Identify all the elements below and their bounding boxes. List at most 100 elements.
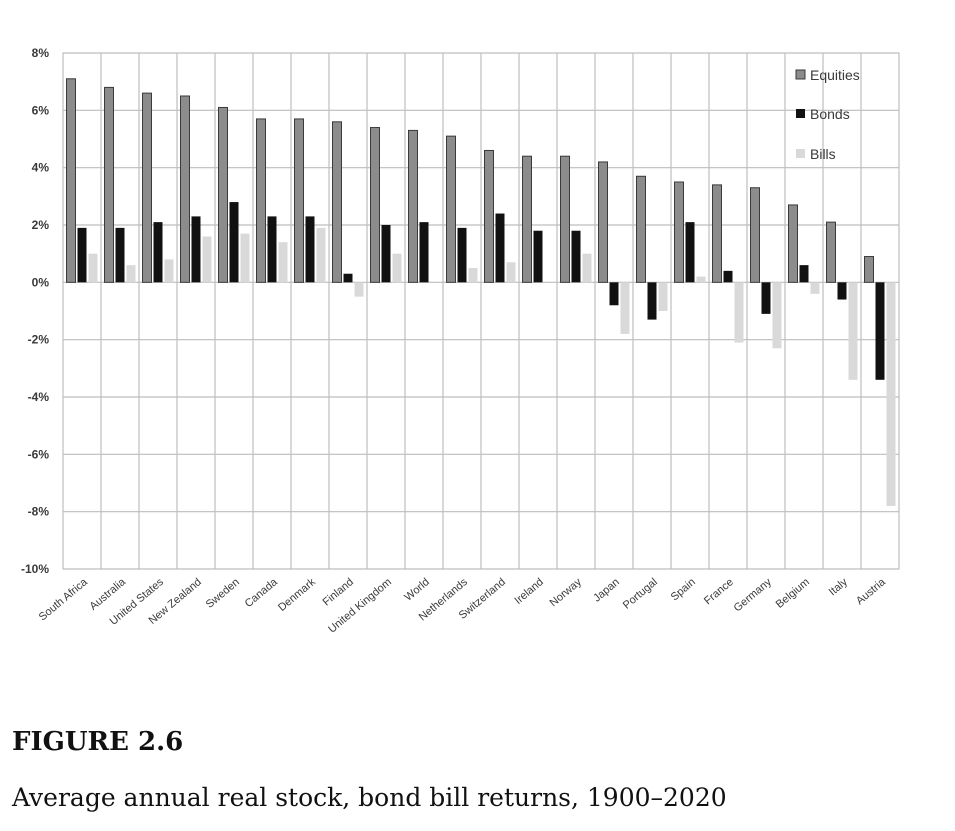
bar-bills-spain: [696, 276, 706, 283]
bar-equities-united-states: [142, 92, 152, 283]
bar-bills-norway: [582, 253, 592, 283]
bar-equities-norway: [560, 155, 570, 283]
y-tick-label: 4%: [32, 161, 50, 175]
bar-bonds-finland: [343, 273, 353, 283]
bar-bonds-united-states: [153, 222, 163, 283]
bar-equities-new-zealand: [180, 95, 190, 283]
bar-bonds-united-kingdom: [381, 225, 391, 283]
bar-bills-sweden: [240, 233, 250, 283]
bar-bills-belgium: [810, 282, 820, 294]
bar-bonds-germany: [761, 282, 771, 314]
y-tick-label: -6%: [28, 447, 50, 461]
bar-equities-south-africa: [66, 78, 76, 283]
y-tick-label: -10%: [21, 562, 49, 576]
x-tick-label: Sweden: [204, 576, 242, 611]
bar-bills-japan: [620, 282, 630, 334]
bar-bonds-ireland: [533, 230, 543, 283]
legend-swatch-bonds: [796, 109, 805, 118]
bar-bonds-new-zealand: [191, 216, 201, 283]
bar-bonds-portugal: [647, 282, 657, 320]
bar-bills-switzerland: [506, 262, 516, 283]
x-tick-label: Germany: [732, 576, 775, 615]
bar-equities-world: [408, 129, 418, 283]
x-tick-label: Spain: [669, 576, 698, 603]
bar-bills-austria: [886, 282, 896, 506]
bar-equities-denmark: [294, 118, 304, 283]
bar-equities-australia: [104, 86, 114, 283]
legend-label-bonds: Bonds: [810, 106, 850, 122]
bar-equities-canada: [256, 118, 266, 283]
bar-bonds-canada: [267, 216, 277, 283]
x-tick-label: Italy: [827, 576, 851, 598]
x-tick-label: Portugal: [621, 576, 660, 612]
bar-bills-portugal: [658, 282, 668, 311]
bar-equities-france: [712, 184, 722, 283]
bar-bonds-japan: [609, 282, 619, 306]
x-tick-label: South Africa: [37, 576, 91, 624]
bar-bonds-switzerland: [495, 213, 505, 283]
x-tick-label: World: [402, 576, 432, 604]
x-tick-label: France: [702, 576, 736, 607]
bar-bills-finland: [354, 282, 364, 297]
bar-bills-united-kingdom: [392, 253, 402, 283]
bar-bonds-austria: [875, 282, 885, 380]
bar-equities-netherlands: [446, 135, 456, 283]
bar-bonds-spain: [685, 222, 695, 283]
bar-bonds-denmark: [305, 216, 315, 283]
bar-equities-spain: [674, 181, 684, 283]
bar-bills-united-states: [164, 259, 174, 283]
legend-swatch-bills: [796, 149, 805, 158]
x-tick-label: Belgium: [774, 576, 812, 611]
bar-equities-united-kingdom: [370, 127, 380, 283]
x-tick-label: Ireland: [512, 576, 545, 607]
bar-equities-japan: [598, 161, 608, 283]
bar-bonds-france: [723, 270, 733, 283]
bar-bonds-norway: [571, 230, 581, 283]
x-tick-label: Japan: [591, 576, 622, 604]
bar-equities-portugal: [636, 175, 646, 283]
y-tick-label: -4%: [28, 390, 50, 404]
bar-equities-italy: [826, 221, 836, 283]
bar-bills-germany: [772, 282, 782, 349]
legend-label-equities: Equities: [810, 67, 860, 83]
bar-bills-france: [734, 282, 744, 343]
bar-bonds-south-africa: [77, 227, 87, 283]
bar-bills-canada: [278, 242, 288, 283]
bar-bills-netherlands: [468, 268, 478, 283]
figure-number: FIGURE 2.6: [12, 727, 184, 757]
bar-bills-australia: [126, 265, 136, 283]
bar-bonds-netherlands: [457, 227, 467, 283]
figure-caption: Average annual real stock, bond bill ret…: [12, 783, 727, 812]
bar-bonds-belgium: [799, 265, 809, 283]
x-tick-label: Finland: [321, 576, 356, 608]
x-tick-label: Austria: [854, 576, 889, 608]
y-tick-label: 0%: [32, 275, 50, 289]
y-tick-label: 2%: [32, 218, 50, 232]
bar-bills-new-zealand: [202, 236, 212, 283]
y-tick-label: 8%: [32, 46, 50, 60]
legend-swatch-equities: [795, 69, 806, 80]
bar-equities-sweden: [218, 106, 228, 283]
bar-equities-belgium: [788, 204, 798, 283]
y-tick-label: -2%: [28, 333, 50, 347]
bar-equities-ireland: [522, 155, 532, 283]
bar-bonds-australia: [115, 227, 125, 283]
y-tick-label: 6%: [32, 103, 50, 117]
chart-area: 8% 6% 4% 2% 0% -2% -4% -6% -8% -10% South Africa Au…: [21, 46, 900, 636]
bar-equities-finland: [332, 121, 342, 283]
bar-bonds-sweden: [229, 202, 239, 283]
chart-svg: 8% 6% 4% 2% 0% -2% -4% -6% -8% -10%South Africa Au…: [21, 46, 900, 636]
bar-bonds-world: [419, 222, 429, 283]
bar-bonds-italy: [837, 282, 847, 300]
y-tick-label: -8%: [28, 505, 50, 519]
x-tick-label: Norway: [548, 576, 585, 609]
bar-equities-austria: [864, 256, 874, 283]
bar-bills-denmark: [316, 227, 326, 283]
x-tick-label: Denmark: [276, 576, 318, 614]
bar-chart: 8% 6% 4% 2% 0% -2% -4% -6% -8% -10% South Africa Au…: [21, 46, 900, 636]
bar-bills-italy: [848, 282, 858, 380]
bar-equities-switzerland: [484, 149, 494, 283]
legend-label-bills: Bills: [810, 146, 836, 162]
bar-equities-germany: [750, 187, 760, 283]
bar-bills-south-africa: [88, 253, 98, 283]
